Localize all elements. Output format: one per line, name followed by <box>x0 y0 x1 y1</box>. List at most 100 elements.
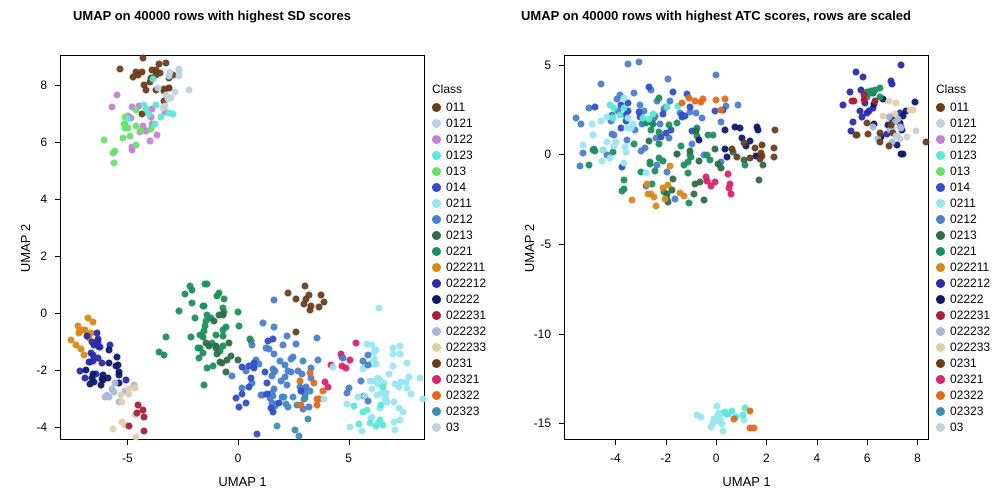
scatter-point <box>299 357 306 364</box>
legend-swatch <box>432 135 441 144</box>
legend-swatch <box>432 327 441 336</box>
scatter-point <box>364 397 371 404</box>
scatter-point <box>138 127 145 134</box>
legend-swatch <box>936 183 945 192</box>
scatter-point <box>647 158 654 165</box>
scatter-point <box>746 407 753 414</box>
y-tick-label: -2 <box>36 363 47 377</box>
plot-area: -4-202468-15-10-505 <box>564 55 929 440</box>
scatter-point <box>219 327 226 334</box>
legend-item: 02222 <box>936 291 990 307</box>
legend-swatch <box>432 375 441 384</box>
scatter-point <box>665 75 672 82</box>
scatter-point <box>628 197 635 204</box>
scatter-point <box>187 333 194 340</box>
scatter-point <box>624 60 631 67</box>
x-axis-label: UMAP 1 <box>60 474 425 489</box>
scatter-point <box>840 102 847 109</box>
legend-label: 0231 <box>446 356 473 370</box>
legend-label: 022231 <box>446 308 486 322</box>
legend-label: 02321 <box>950 372 983 386</box>
scatter-point <box>864 120 871 127</box>
scatter-point <box>259 320 266 327</box>
scatter-point <box>645 115 652 122</box>
scatter-point <box>371 349 378 356</box>
scatter-point <box>577 162 584 169</box>
scatter-point <box>163 333 170 340</box>
y-tick <box>559 244 565 245</box>
scatter-point <box>677 190 684 197</box>
scatter-point <box>175 308 182 315</box>
legend-label: 0221 <box>446 244 473 258</box>
scatter-point <box>141 81 148 88</box>
legend-label: 02222 <box>446 292 479 306</box>
scatter-point <box>912 99 919 106</box>
scatter-point <box>688 140 695 147</box>
legend-label: 0123 <box>446 148 473 162</box>
scatter-point <box>357 377 364 384</box>
x-tick-label: 4 <box>813 451 820 465</box>
scatter-point <box>133 433 140 440</box>
scatter-point <box>739 411 746 418</box>
scatter-point <box>307 369 314 376</box>
legend-item: 0211 <box>432 195 486 211</box>
legend-label: 0212 <box>950 212 977 226</box>
scatter-point <box>879 112 886 119</box>
scatter-point <box>284 368 291 375</box>
scatter-point <box>692 180 699 187</box>
scatter-point <box>638 148 645 155</box>
y-tick-label: -5 <box>540 237 551 251</box>
scatter-point <box>170 110 177 117</box>
scatter-point <box>352 340 359 347</box>
scatter-point <box>126 133 133 140</box>
scatter-point <box>112 363 119 370</box>
legend-label: 02222 <box>950 292 983 306</box>
legend-swatch <box>936 311 945 320</box>
y-tick <box>55 427 61 428</box>
scatter-point <box>292 295 299 302</box>
legend-swatch <box>936 151 945 160</box>
scatter-point <box>731 123 738 130</box>
scatter-point <box>711 146 718 153</box>
legend-swatch <box>936 231 945 240</box>
legend-item: 0123 <box>432 147 486 163</box>
scatter-point <box>621 144 628 151</box>
legend-item: 0122 <box>936 131 990 147</box>
scatter-point <box>201 280 208 287</box>
legend-label: 013 <box>446 164 466 178</box>
scatter-point <box>196 344 203 351</box>
legend-label: 014 <box>950 180 970 194</box>
scatter-point <box>116 66 123 73</box>
scatter-point <box>886 143 893 150</box>
legend-label: 02322 <box>950 388 983 402</box>
legend-swatch <box>432 247 441 256</box>
y-tick <box>55 256 61 257</box>
legend-label: 0213 <box>446 228 473 242</box>
legend-label: 0211 <box>950 196 976 210</box>
scatter-point <box>191 314 198 321</box>
scatter-point <box>289 354 296 361</box>
y-tick <box>559 334 565 335</box>
scatter-point <box>898 62 905 69</box>
scatter-point <box>708 424 715 431</box>
scatter-point <box>666 163 673 170</box>
legend-swatch <box>432 103 441 112</box>
scatter-point <box>253 430 260 437</box>
scatter-point <box>662 196 669 203</box>
legend-swatch <box>432 151 441 160</box>
scatter-point <box>724 171 731 178</box>
scatter-point <box>656 94 663 101</box>
scatter-point <box>293 328 300 335</box>
scatter-point <box>298 402 305 409</box>
scatter-point <box>869 124 876 131</box>
scatter-point <box>631 140 638 147</box>
scatter-point <box>246 383 253 390</box>
legend-swatch <box>432 343 441 352</box>
figure: UMAP on 40000 rows with highest SD score… <box>0 0 1008 504</box>
scatter-point <box>83 332 90 339</box>
scatter-point <box>659 185 666 192</box>
scatter-point <box>347 357 354 364</box>
scatter-point <box>591 104 598 111</box>
scatter-point <box>282 401 289 408</box>
scatter-point <box>896 124 903 131</box>
